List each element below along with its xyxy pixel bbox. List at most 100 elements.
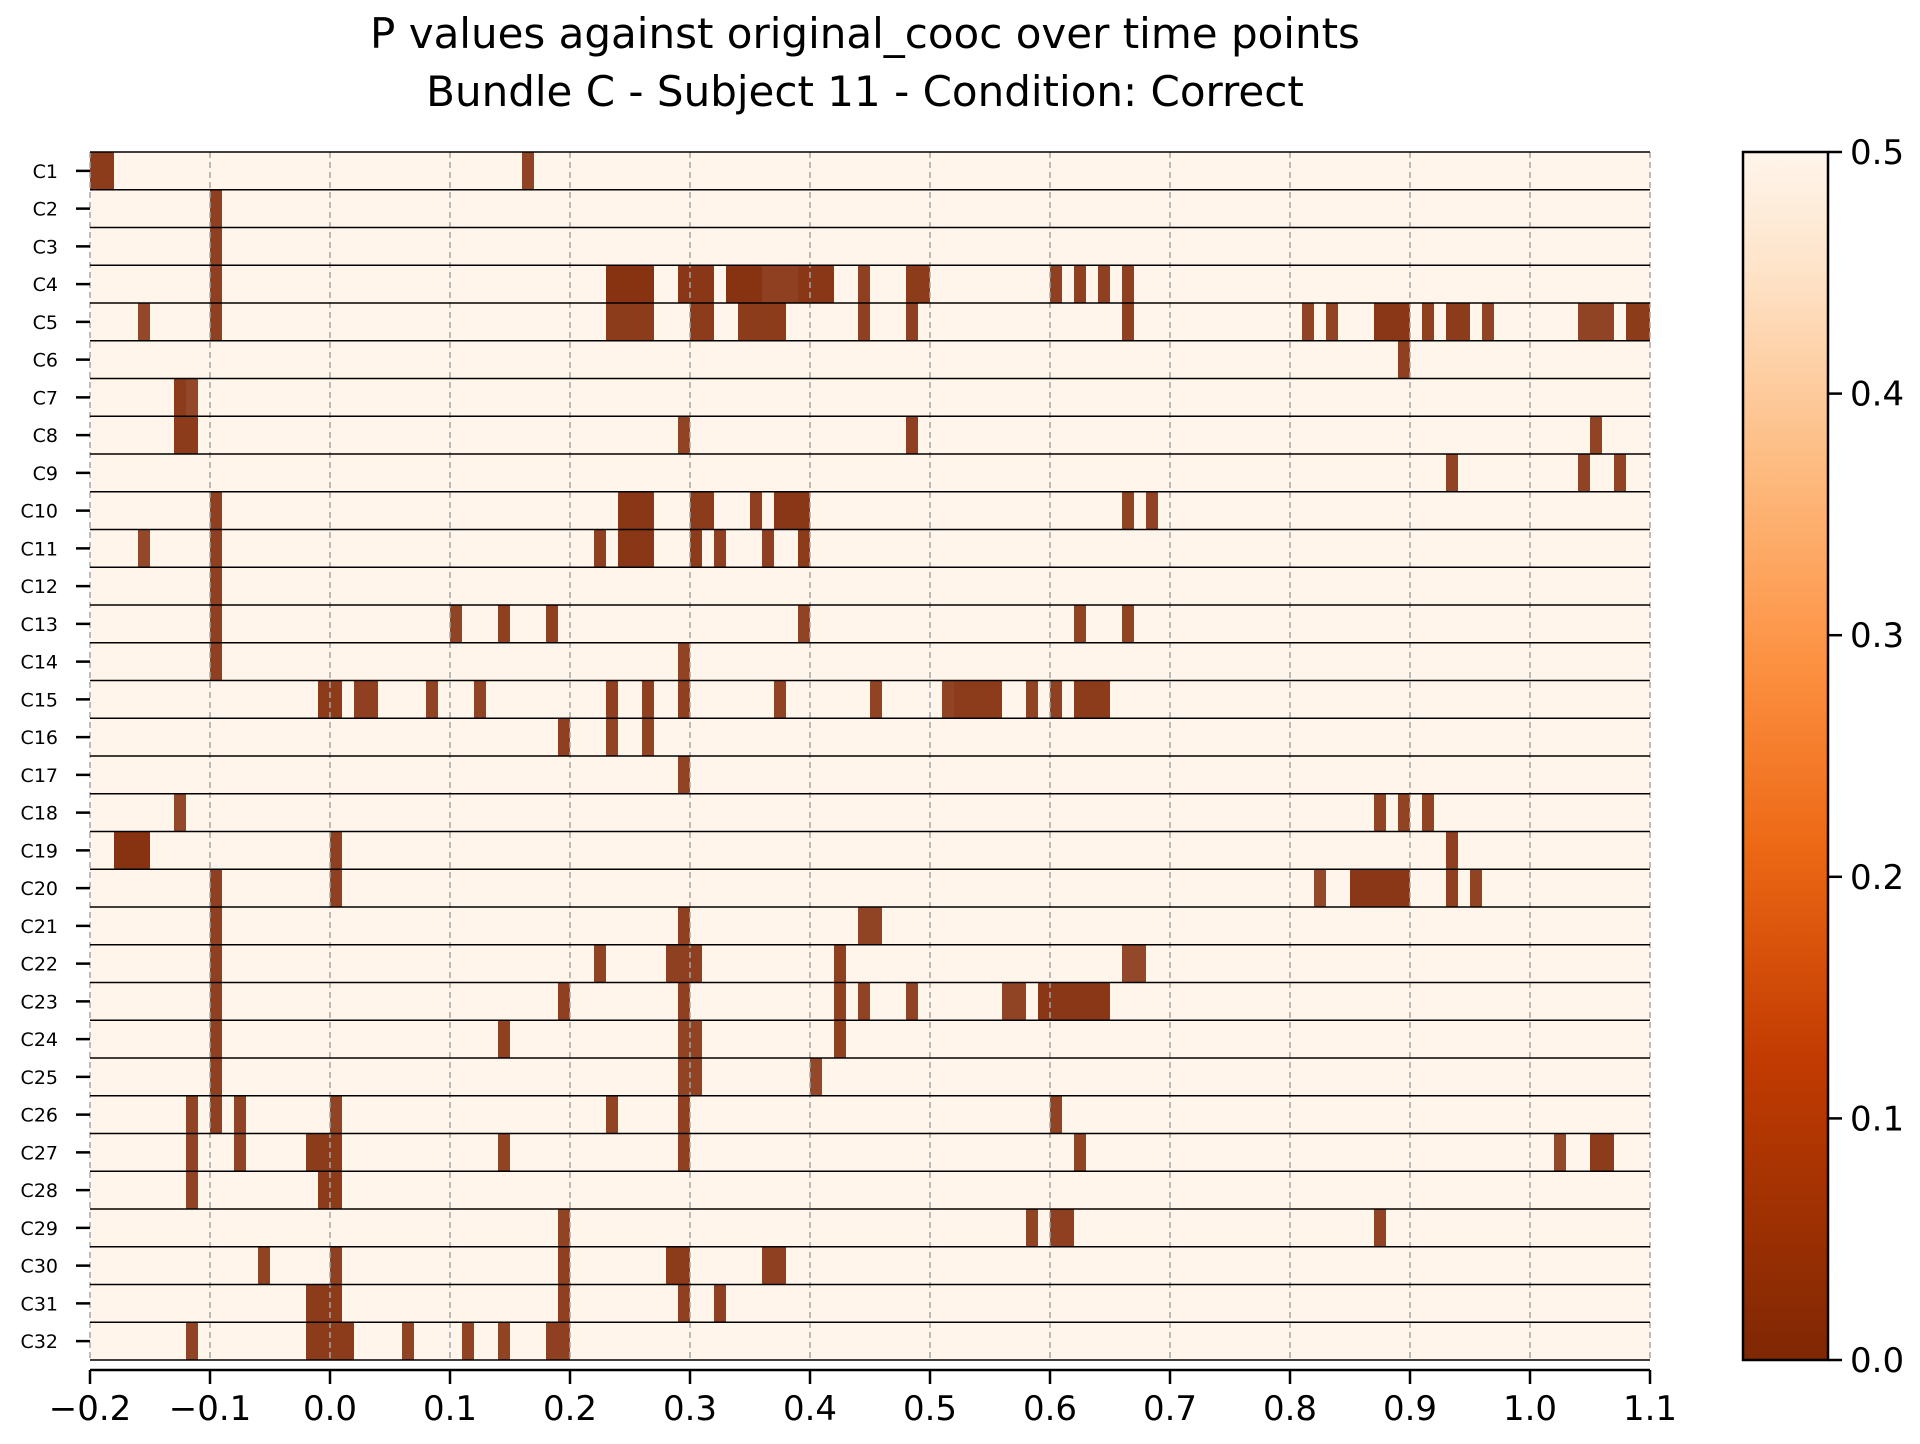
- low-p-cell: [798, 265, 834, 303]
- row-background: [90, 1209, 1650, 1247]
- row-background: [90, 378, 1650, 417]
- low-p-cell: [618, 491, 654, 530]
- y-tick-label: C28: [21, 1180, 58, 1202]
- y-tick-label: C8: [33, 425, 58, 447]
- low-p-cell: [606, 303, 654, 341]
- low-p-cell: [210, 982, 222, 1021]
- low-p-cell: [234, 1133, 246, 1172]
- low-p-cell: [678, 1095, 690, 1134]
- low-p-cell: [210, 1020, 222, 1058]
- x-tick-label: 0.2: [543, 1389, 597, 1429]
- low-p-cell: [606, 265, 654, 303]
- y-tick-label: C14: [21, 652, 58, 674]
- x-tick-label: 0.1: [423, 1389, 477, 1429]
- y-tick-label: C19: [21, 840, 58, 862]
- low-p-cell: [186, 1322, 198, 1360]
- low-p-cell: [690, 529, 702, 568]
- low-p-cell: [1302, 303, 1314, 341]
- low-p-cell: [330, 1246, 342, 1285]
- low-p-cell: [690, 491, 714, 530]
- low-p-cell: [498, 1133, 510, 1172]
- y-tick-label: C10: [21, 501, 58, 523]
- row-background: [90, 1133, 1650, 1172]
- y-tick-label: C26: [21, 1105, 58, 1127]
- low-p-cell: [1446, 869, 1458, 907]
- low-p-cell: [210, 907, 222, 945]
- low-p-cell: [858, 265, 870, 303]
- y-tick-label: C11: [21, 538, 58, 560]
- x-tick-label: 1.1: [1623, 1389, 1677, 1429]
- low-p-cell: [1482, 303, 1494, 341]
- x-tick-label: 0.6: [1023, 1389, 1077, 1429]
- low-p-cell: [210, 265, 222, 303]
- y-tick-label: C15: [21, 689, 58, 711]
- low-p-cell: [210, 869, 222, 907]
- low-p-cell: [618, 529, 654, 568]
- low-p-cell: [834, 1020, 846, 1058]
- low-p-cell: [1554, 1133, 1566, 1172]
- colorbar-tick-label: 0.2: [1850, 858, 1904, 898]
- low-p-cell: [714, 1284, 726, 1323]
- row-background: [90, 1058, 1650, 1096]
- y-tick-label: C22: [21, 954, 58, 976]
- low-p-cell: [1026, 1209, 1038, 1247]
- low-p-cell: [906, 303, 918, 341]
- low-p-cell: [1038, 982, 1110, 1021]
- y-tick-label: C1: [33, 161, 58, 183]
- low-p-cell: [906, 265, 930, 303]
- low-p-cell: [1146, 491, 1158, 530]
- low-p-cell: [690, 303, 714, 341]
- y-axis: C1 C2 C3 C4 C5 C6 C7 C8 C9 C10 C11 C12 C13 C14 C15 C16 C…: [21, 161, 90, 1353]
- low-p-cell: [1470, 869, 1482, 907]
- low-p-cell: [1074, 1133, 1086, 1172]
- row-background: [90, 340, 1650, 379]
- row-background: [90, 944, 1650, 983]
- y-tick-label: C18: [21, 803, 58, 825]
- low-p-cell: [1626, 303, 1650, 341]
- low-p-cell: [210, 944, 222, 983]
- y-tick-label: C32: [21, 1331, 58, 1353]
- low-p-cell: [498, 605, 510, 643]
- colorbar-tick-label: 0.0: [1850, 1341, 1904, 1381]
- low-p-cell: [522, 152, 534, 190]
- low-p-cell: [954, 680, 1002, 719]
- low-p-cell: [594, 529, 606, 568]
- low-p-cell: [678, 1133, 690, 1172]
- low-p-cell: [1122, 605, 1134, 643]
- low-p-cell: [330, 1095, 342, 1134]
- low-p-cell: [1050, 1095, 1062, 1134]
- low-p-cell: [834, 944, 846, 983]
- low-p-cell: [174, 378, 186, 417]
- y-tick-label: C27: [21, 1142, 58, 1164]
- low-p-cell: [1074, 265, 1086, 303]
- low-p-cell: [138, 529, 150, 568]
- low-p-cell: [306, 1284, 342, 1323]
- x-axis: −0.2 −0.1 0.0 0.1 0.2 0.3 0.4 0.5 0.6 0.7 0.8 0.9 1.…: [49, 1368, 1677, 1429]
- low-p-cell: [1578, 454, 1590, 492]
- row-background: [90, 189, 1650, 228]
- row-background: [90, 1284, 1650, 1323]
- low-p-cell: [714, 529, 726, 568]
- low-p-cell: [678, 756, 690, 794]
- low-p-cell: [738, 303, 786, 341]
- low-p-cell: [678, 982, 690, 1021]
- low-p-cell: [210, 529, 222, 568]
- row-background: [90, 1020, 1650, 1058]
- low-p-cell: [558, 1209, 570, 1247]
- row-background: [90, 152, 1650, 190]
- row-background: [90, 1246, 1650, 1285]
- low-p-cell: [402, 1322, 414, 1360]
- low-p-cell: [858, 907, 882, 945]
- low-p-cell: [354, 680, 378, 719]
- row-background: [90, 491, 1650, 530]
- y-tick-label: C30: [21, 1256, 58, 1278]
- low-p-cell: [1590, 1133, 1614, 1172]
- low-p-cell: [186, 1095, 198, 1134]
- row-background: [90, 831, 1650, 870]
- low-p-cell: [678, 680, 690, 719]
- low-p-cell: [1422, 793, 1434, 832]
- low-p-cell: [210, 605, 222, 643]
- chart-title: P values against original_cooc over time…: [370, 9, 1360, 58]
- low-p-cell: [306, 1133, 342, 1172]
